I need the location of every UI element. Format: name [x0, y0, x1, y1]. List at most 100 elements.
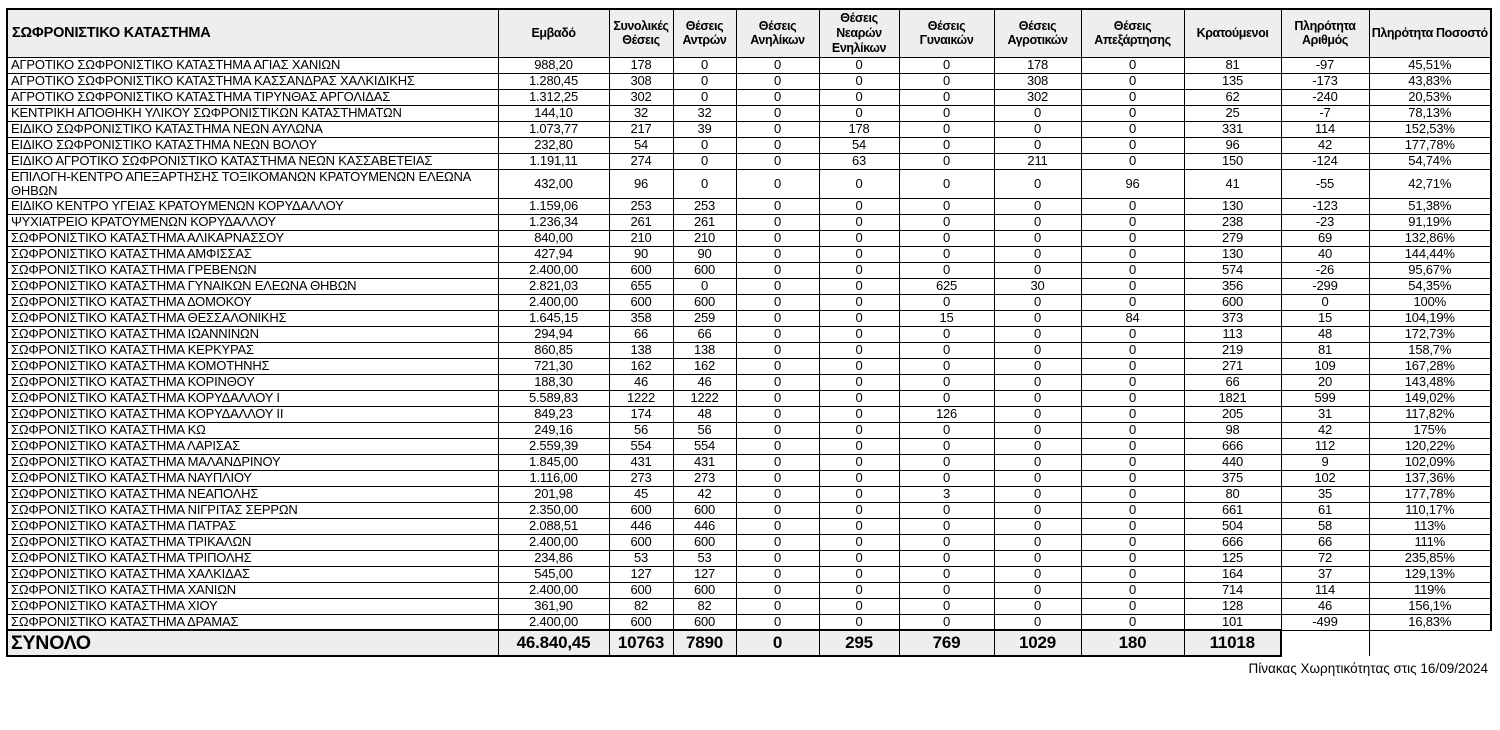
value-cell: 0 [735, 168, 820, 199]
value-cell: 0 [1080, 229, 1185, 247]
value-cell: 16,83% [1368, 613, 1492, 631]
table-row: ΣΩΦΡΟΝΙΣΤΙΚΟ ΚΑΤΑΣΤΗΜΑ ΚΟΡΙΝΘΟΥ 188,30 46 4… [6, 373, 1492, 391]
value-cell: 0 [993, 120, 1082, 138]
value-cell: 0 [735, 229, 820, 247]
total-label-cell: ΣΥΝΟΛΟ [6, 629, 499, 657]
value-cell: 0 [735, 613, 820, 631]
value-cell: 446 [672, 517, 737, 535]
value-cell: 440 [1183, 453, 1282, 471]
value-cell: 261 [672, 213, 737, 231]
total-value-cell: 10763 [608, 629, 674, 657]
value-cell: 72 [1280, 549, 1370, 567]
facility-name-cell: ΣΩΦΡΟΝΙΣΤΙΚΟ ΚΑΤΑΣΤΗΜΑ ΓΡΕΒΕΝΩΝ [6, 261, 499, 279]
value-cell: 0 [672, 56, 737, 74]
value-cell: 0 [735, 533, 820, 551]
value-cell: 113 [1183, 325, 1282, 343]
value-cell: 0 [818, 581, 900, 599]
value-cell: 1.312,25 [497, 88, 610, 106]
value-cell: 279 [1183, 229, 1282, 247]
value-cell: 2.088,51 [497, 517, 610, 535]
value-cell: 177,78% [1368, 136, 1492, 154]
table-row: ΣΩΦΡΟΝΙΣΤΙΚΟ ΚΑΤΑΣΤΗΜΑ ΑΜΦΙΣΣΑΣ 427,94 90 9… [6, 245, 1492, 263]
value-cell: 56 [608, 421, 674, 439]
value-cell: 90 [672, 245, 737, 263]
value-cell: 0 [993, 373, 1082, 391]
value-cell: 0 [735, 104, 820, 122]
value-cell: 96 [1183, 136, 1282, 154]
value-cell: 0 [818, 549, 900, 567]
value-cell: 129,13% [1368, 565, 1492, 583]
value-cell: 0 [898, 437, 995, 455]
value-cell: 666 [1183, 437, 1282, 455]
facility-name-cell: ΣΩΦΡΟΝΙΣΤΙΚΟ ΚΑΤΑΣΤΗΜΑ ΤΡΙΠΟΛΗΣ [6, 549, 499, 567]
value-cell: -299 [1280, 277, 1370, 295]
value-cell: 234,86 [497, 549, 610, 567]
value-cell: 201,98 [497, 485, 610, 503]
value-cell: 0 [898, 453, 995, 471]
table-row: ΕΙΔΙΚΟ ΣΩΦΡΟΝΙΣΤΙΚΟ ΚΑΤΑΣΤΗΜΑ ΝΕΩΝ ΑΥΛΩΝ… [6, 120, 1492, 138]
header-row: ΣΩΦΡΟΝΙΣΤΙΚΟ ΚΑΤΑΣΤΗΜΑ Εμβαδό Συνολικές … [6, 8, 1492, 58]
value-cell: 82 [672, 597, 737, 615]
value-cell: 84 [1080, 309, 1185, 327]
value-cell: 0 [1080, 533, 1185, 551]
value-cell: 164 [1183, 565, 1282, 583]
value-cell: 219 [1183, 341, 1282, 359]
value-cell: 600 [672, 533, 737, 551]
table-row: ΣΩΦΡΟΝΙΣΤΙΚΟ ΚΑΤΑΣΤΗΜΑ ΝΙΓΡΙΤΑΣ ΣΕΡΡΩΝ 2.… [6, 501, 1492, 519]
value-cell: 504 [1183, 517, 1282, 535]
value-cell: 130 [1183, 197, 1282, 215]
value-cell: -173 [1280, 72, 1370, 90]
value-cell: 0 [672, 72, 737, 90]
table-row: ΚΕΝΤΡΙΚΗ ΑΠΟΘΗΚΗ ΥΛΙΚΟΥ ΣΩΦΡΟΝΙΣΤΙΚΩΝ ΚΑ… [6, 104, 1492, 122]
value-cell: -7 [1280, 104, 1370, 122]
value-cell: 0 [735, 549, 820, 567]
value-cell: 117,82% [1368, 405, 1492, 423]
value-cell: 599 [1280, 389, 1370, 407]
value-cell: -123 [1280, 197, 1370, 215]
value-cell: 0 [898, 293, 995, 311]
value-cell: 0 [1080, 613, 1185, 631]
value-cell: 128 [1183, 597, 1282, 615]
value-cell: 111% [1368, 533, 1492, 551]
value-cell: 177,78% [1368, 485, 1492, 503]
value-cell: 0 [1080, 293, 1185, 311]
value-cell: 0 [672, 277, 737, 295]
value-cell: 149,02% [1368, 389, 1492, 407]
value-cell: 0 [672, 136, 737, 154]
value-cell: 45,51% [1368, 56, 1492, 74]
facility-name-cell: ΑΓΡΟΤΙΚΟ ΣΩΦΡΟΝΙΣΤΙΚΟ ΚΑΤΑΣΤΗΜΑ ΑΓΙΑΣ ΧΑ… [6, 56, 499, 74]
value-cell: 0 [898, 421, 995, 439]
value-cell: 152,53% [1368, 120, 1492, 138]
value-cell: 0 [1080, 453, 1185, 471]
value-cell: 273 [672, 469, 737, 487]
value-cell: 1.073,77 [497, 120, 610, 138]
total-blank-cell [1368, 630, 1491, 656]
value-cell: 0 [898, 501, 995, 519]
value-cell: 0 [993, 229, 1082, 247]
facility-name-cell: ΚΕΝΤΡΙΚΗ ΑΠΟΘΗΚΗ ΥΛΙΚΟΥ ΣΩΦΡΟΝΙΣΤΙΚΩΝ ΚΑ… [6, 104, 499, 122]
table-row: ΣΩΦΡΟΝΙΣΤΙΚΟ ΚΑΤΑΣΤΗΜΑ ΚΩ 249,16 56 56 0 0 0 0 0… [6, 421, 1492, 439]
facility-name-cell: ΕΙΔΙΚΟ ΚΕΝΤΡΟ ΥΓΕΙΑΣ ΚΡΑΤΟΥΜΕΝΩΝ ΚΟΡΥΔΑΛ… [6, 197, 499, 215]
value-cell: 331 [1183, 120, 1282, 138]
value-cell: 988,20 [497, 56, 610, 74]
value-cell: 0 [898, 104, 995, 122]
value-cell: 308 [608, 72, 674, 90]
value-cell: 294,94 [497, 325, 610, 343]
value-cell: 61 [1280, 501, 1370, 519]
value-cell: 356 [1183, 277, 1282, 295]
value-cell: 0 [898, 389, 995, 407]
col-header-minor-places: Θέσεις Ανηλίκων [735, 8, 820, 58]
facility-name-cell: ΕΙΔΙΚΟ ΣΩΦΡΟΝΙΣΤΙΚΟ ΚΑΤΑΣΤΗΜΑ ΝΕΩΝ ΑΥΛΩΝ… [6, 120, 499, 138]
facility-name-cell: ΣΩΦΡΟΝΙΣΤΙΚΟ ΚΑΤΑΣΤΗΜΑ ΑΛΙΚΑΡΝΑΣΣΟΥ [6, 229, 499, 247]
value-cell: 0 [818, 597, 900, 615]
value-cell: 0 [1080, 389, 1185, 407]
value-cell: 3 [898, 485, 995, 503]
col-header-young-adult-places: Θέσεις Νεαρών Ενηλίκων [818, 8, 900, 58]
value-cell: 2.821,03 [497, 277, 610, 295]
value-cell: 30 [993, 277, 1082, 295]
total-value-cell: 7890 [672, 629, 737, 657]
facility-name-cell: ΣΩΦΡΟΝΙΣΤΙΚΟ ΚΑΤΑΣΤΗΜΑ ΝΑΥΠΛΙΟΥ [6, 469, 499, 487]
value-cell: 0 [1280, 293, 1370, 311]
value-cell: 42 [672, 485, 737, 503]
facility-name-cell: ΣΩΦΡΟΝΙΣΤΙΚΟ ΚΑΤΑΣΤΗΜΑ ΚΟΡΥΔΑΛΛΟΥ II [6, 405, 499, 423]
